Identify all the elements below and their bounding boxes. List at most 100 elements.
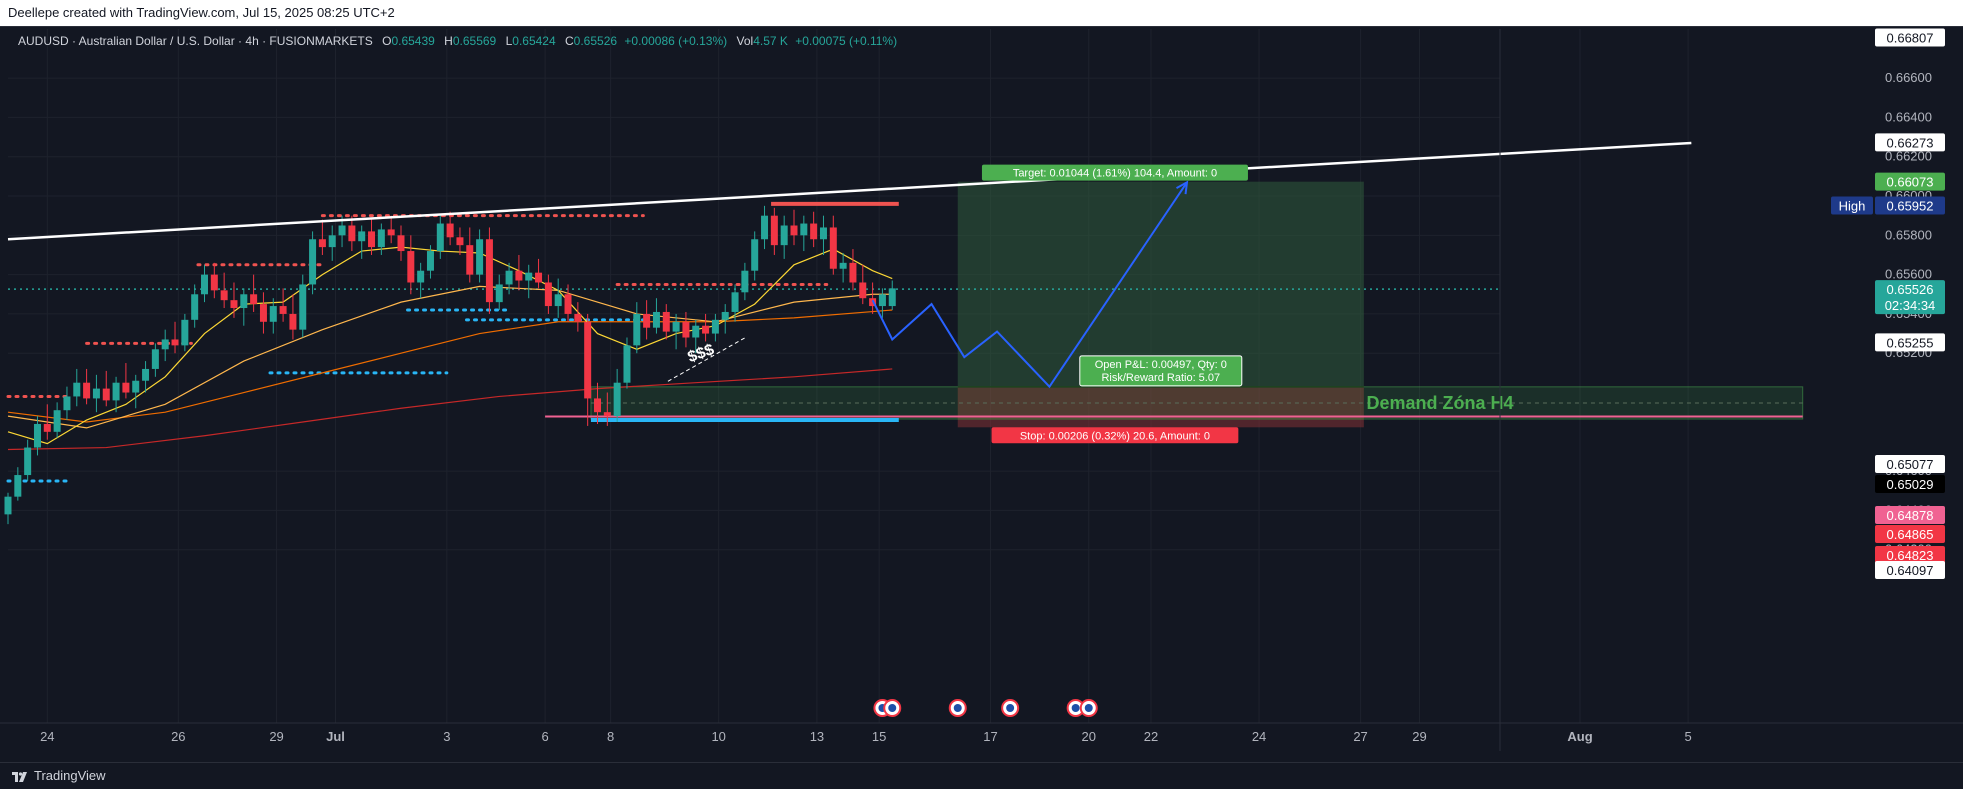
close-value: 0.65526 bbox=[573, 34, 618, 48]
pnl-label: Open P&L: 0.00497, Qty: 0 bbox=[1095, 359, 1227, 371]
candle bbox=[259, 304, 267, 322]
attribution-bar: Deellepe created with TradingView.com, J… bbox=[0, 0, 1963, 26]
ma-mid bbox=[7, 285, 893, 429]
demand-zone-label: Demand Zóna H4 bbox=[1366, 393, 1513, 413]
candle bbox=[819, 227, 827, 240]
candle bbox=[652, 311, 660, 328]
candle bbox=[161, 339, 169, 350]
candle bbox=[672, 321, 680, 332]
candle bbox=[83, 382, 91, 399]
projection-arrowhead bbox=[1176, 180, 1189, 195]
price-label: 0.64823 bbox=[1887, 548, 1934, 563]
price-label: 0.65952 bbox=[1887, 198, 1934, 213]
economic-event-flag-icon bbox=[1006, 704, 1015, 712]
candle bbox=[417, 270, 425, 283]
high-tag-box bbox=[1831, 196, 1873, 215]
time-tick-label: 13 bbox=[810, 729, 824, 744]
candle bbox=[711, 319, 719, 334]
attribution-text: Deellepe created with TradingView.com, J… bbox=[8, 5, 395, 20]
candle bbox=[878, 294, 886, 307]
trendline bbox=[7, 141, 1692, 241]
target-label: Target: 0.01044 (1.61%) 104.4, Amount: 0 bbox=[1013, 168, 1217, 180]
stop-zone-box bbox=[957, 386, 1364, 428]
candle bbox=[829, 227, 837, 269]
time-tick-label: 24 bbox=[1252, 729, 1266, 744]
time-tick-label: 20 bbox=[1082, 729, 1096, 744]
footer-bar: TradingView bbox=[0, 762, 1963, 788]
candle bbox=[318, 239, 326, 248]
candle bbox=[230, 300, 238, 309]
candle bbox=[849, 262, 857, 283]
time-tick-label: Jul bbox=[326, 729, 345, 744]
candle bbox=[289, 313, 297, 330]
candle bbox=[770, 215, 778, 246]
target-label-box bbox=[981, 164, 1248, 181]
time-tick-label: Aug bbox=[1567, 729, 1592, 744]
tradingview-logo-icon bbox=[12, 771, 27, 782]
price-label: 0.66273 bbox=[1887, 135, 1934, 150]
candle bbox=[112, 382, 120, 401]
price-label: 0.64097 bbox=[1887, 563, 1934, 578]
candles bbox=[4, 205, 896, 525]
candle bbox=[495, 284, 503, 303]
price-chart[interactable]: Demand Zóna H4 $$$ Target: 0.01044 (1.61… bbox=[0, 27, 1963, 763]
price-label-box bbox=[1875, 28, 1945, 47]
low-value: 0.65424 bbox=[512, 34, 556, 48]
candle bbox=[220, 290, 228, 301]
candle bbox=[682, 321, 690, 338]
candle bbox=[210, 274, 218, 291]
chart-frame[interactable]: Demand Zóna H4 $$$ Target: 0.01044 (1.61… bbox=[0, 26, 1963, 763]
price-tick-label: 0.66600 bbox=[1885, 70, 1932, 85]
candle bbox=[387, 229, 395, 236]
candle bbox=[407, 251, 415, 283]
volume-change: +0.00075 (+0.11%) bbox=[795, 34, 898, 48]
economic-event-flag-icon bbox=[888, 704, 897, 712]
price-tick-label: 0.65800 bbox=[1885, 227, 1932, 242]
price-label-box bbox=[1875, 546, 1945, 564]
change-value: +0.00086 (+0.13%) bbox=[624, 34, 728, 48]
stop-label-box bbox=[991, 427, 1239, 444]
economic-event-flag-icon bbox=[1071, 704, 1080, 712]
candle bbox=[102, 388, 110, 401]
time-tick-label: 29 bbox=[269, 729, 283, 744]
price-label: 0.66073 bbox=[1887, 175, 1934, 190]
price-label-box bbox=[1875, 475, 1945, 493]
price-label-box bbox=[1875, 333, 1945, 352]
candle bbox=[515, 270, 523, 281]
time-tick-label: 3 bbox=[443, 729, 450, 744]
price-label: 0.65255 bbox=[1887, 335, 1934, 350]
candle bbox=[692, 325, 700, 338]
candle bbox=[741, 270, 749, 293]
candle bbox=[358, 231, 366, 242]
price-label: 0.66807 bbox=[1887, 30, 1934, 45]
candle bbox=[269, 306, 277, 322]
candle bbox=[702, 325, 710, 334]
candle bbox=[544, 282, 552, 307]
candle bbox=[43, 423, 51, 432]
price-label-box bbox=[1875, 280, 1945, 315]
economic-event-flag-icon bbox=[953, 704, 962, 712]
candle bbox=[721, 311, 729, 320]
candle bbox=[751, 239, 759, 271]
candle bbox=[426, 251, 434, 271]
candle bbox=[328, 235, 336, 248]
candle bbox=[436, 223, 444, 252]
candle bbox=[505, 270, 513, 285]
close-label: C bbox=[565, 34, 574, 48]
volume-label: Vol bbox=[736, 34, 754, 48]
time-tick-label: 8 bbox=[607, 729, 614, 744]
rr-label: Risk/Reward Ratio: 5.07 bbox=[1101, 372, 1220, 384]
target-zone-box bbox=[957, 181, 1364, 387]
candle bbox=[171, 339, 179, 346]
candle bbox=[92, 388, 100, 399]
candle bbox=[397, 235, 405, 252]
candle bbox=[151, 349, 159, 369]
high-label: H bbox=[444, 34, 453, 48]
grid bbox=[8, 29, 1689, 723]
stop-label: Stop: 0.00206 (0.32%) 20.6, Amount: 0 bbox=[1020, 430, 1210, 442]
candle bbox=[63, 396, 71, 411]
time-tick-label: 22 bbox=[1144, 729, 1158, 744]
price-label-box bbox=[1875, 172, 1945, 191]
economic-event-flag-icon bbox=[1084, 704, 1093, 712]
time-tick-label: 6 bbox=[541, 729, 548, 744]
